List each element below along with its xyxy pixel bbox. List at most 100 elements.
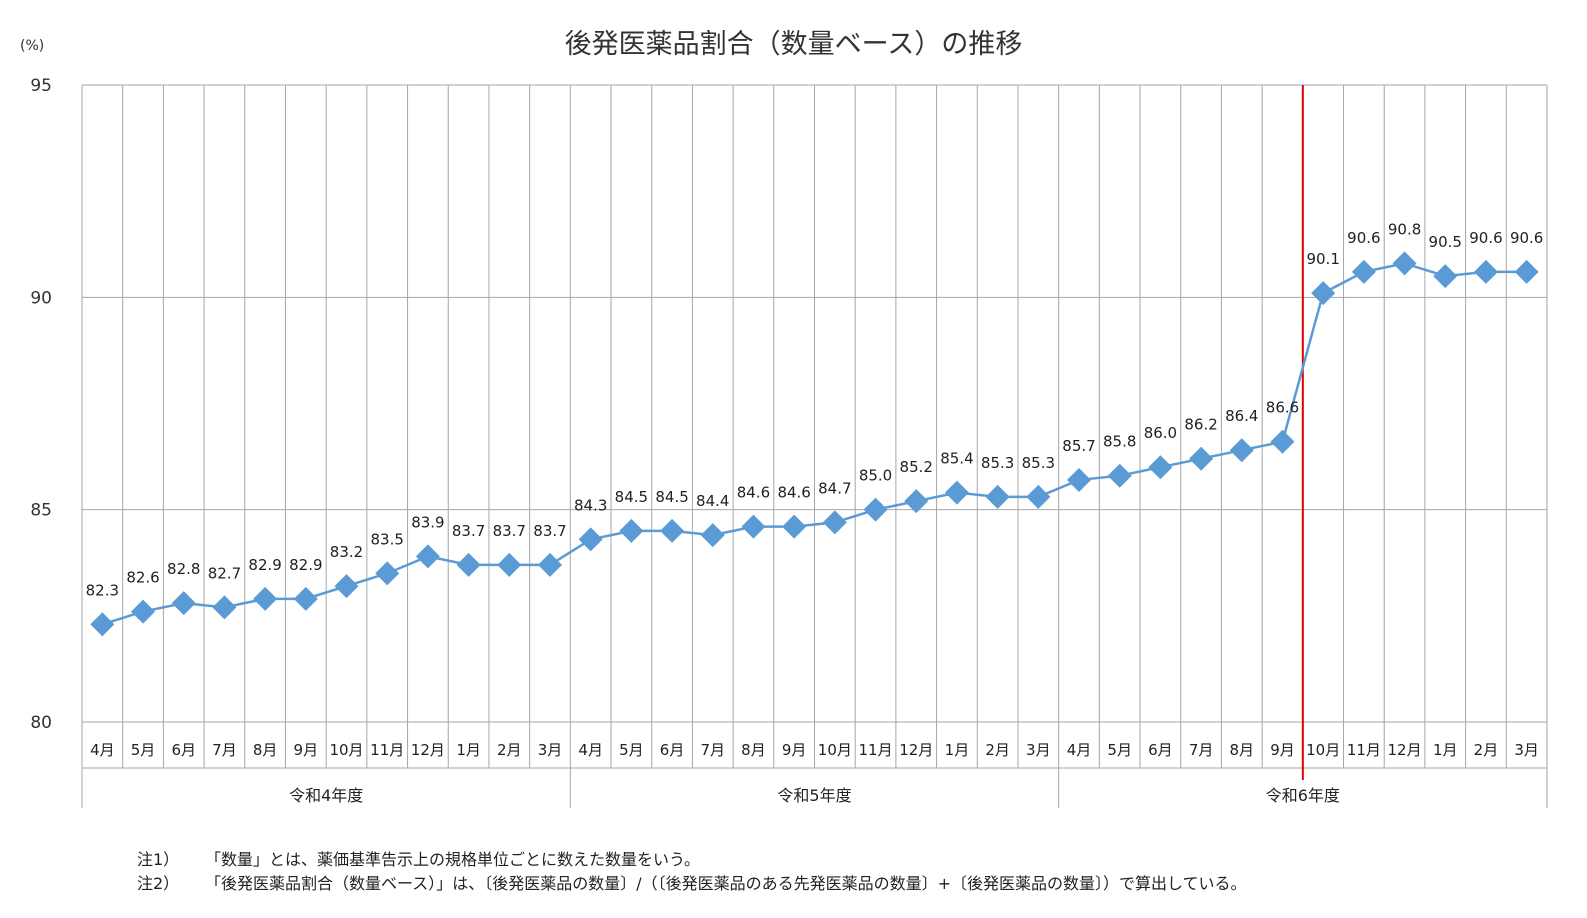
x-tick-label: 1月 <box>1433 741 1458 759</box>
data-label: 82.3 <box>86 581 119 599</box>
data-point-marker <box>1189 446 1214 471</box>
x-tick-label: 6月 <box>1148 741 1173 759</box>
data-label: 82.8 <box>167 560 200 578</box>
y-tick-label: 80 <box>30 713 52 733</box>
data-point-marker <box>131 599 156 624</box>
data-point-marker <box>334 574 359 599</box>
data-label: 90.8 <box>1388 220 1421 238</box>
x-tick-label: 3月 <box>1026 741 1051 759</box>
data-point-marker <box>904 489 929 514</box>
x-tick-label: 6月 <box>171 741 196 759</box>
data-point-marker <box>1026 484 1051 509</box>
data-point-marker <box>1229 438 1254 463</box>
x-tick-label: 10月 <box>818 741 852 759</box>
data-label: 84.4 <box>696 492 729 510</box>
x-tick-label: 11月 <box>370 741 404 759</box>
data-point-marker <box>1311 281 1336 306</box>
x-tick-label: 2月 <box>985 741 1010 759</box>
data-point-marker <box>537 552 562 577</box>
data-point-marker <box>1473 259 1498 284</box>
data-label: 90.6 <box>1347 229 1380 247</box>
group-label: 令和4年度 <box>289 786 363 805</box>
data-label: 86.6 <box>1266 399 1299 417</box>
data-label: 86.4 <box>1225 407 1258 425</box>
data-point-marker <box>578 527 603 552</box>
x-tick-label: 11月 <box>1347 741 1381 759</box>
data-label: 85.4 <box>940 450 973 468</box>
footnote-1: 注1） 「数量」とは、薬価基準告示上の規格単位ごとに数えた数量をいう。 <box>137 848 1247 872</box>
x-tick-label: 1月 <box>456 741 481 759</box>
data-label: 85.2 <box>900 458 933 476</box>
data-point-marker <box>90 612 115 637</box>
data-point-marker <box>293 586 318 611</box>
line-chart: 80 85 90 95 令和4年度 令和5年度 令和6年度 4月 5月 6月 7月 8月 9月 10月 11… <box>30 76 1548 808</box>
x-tick-label: 2月 <box>497 741 522 759</box>
data-point-marker <box>1270 429 1295 454</box>
data-point-marker <box>660 518 685 543</box>
footnote-2-label: 注2） <box>137 874 180 893</box>
data-label: 90.5 <box>1429 233 1462 251</box>
x-tick-label: 10月 <box>1306 741 1340 759</box>
data-point-marker <box>1148 455 1173 480</box>
data-point-marker <box>944 480 969 505</box>
data-point-marker <box>619 518 644 543</box>
x-tick-label: 9月 <box>1270 741 1295 759</box>
x-tick-label: 3月 <box>538 741 563 759</box>
footnote-1-label: 注1） <box>137 850 180 869</box>
data-point-marker <box>700 523 725 548</box>
data-label: 85.7 <box>1062 437 1095 455</box>
x-tick-label: 12月 <box>1388 741 1422 759</box>
data-point-marker <box>1433 264 1458 289</box>
data-point-marker <box>1514 259 1539 284</box>
data-label: 82.6 <box>126 569 159 587</box>
data-point-marker <box>822 510 847 535</box>
data-point-marker <box>497 552 522 577</box>
data-label: 83.7 <box>533 522 566 540</box>
data-point-marker <box>1107 463 1132 488</box>
data-point-marker <box>741 514 766 539</box>
data-label: 83.7 <box>452 522 485 540</box>
data-point-marker <box>375 561 400 586</box>
data-label: 82.9 <box>248 556 281 574</box>
x-tick-label: 5月 <box>619 741 644 759</box>
data-point-marker <box>863 497 888 522</box>
y-tick-label: 95 <box>30 76 52 96</box>
x-tick-label: 12月 <box>899 741 933 759</box>
x-tick-label: 4月 <box>578 741 603 759</box>
data-point-marker <box>171 591 196 616</box>
x-tick-label: 8月 <box>253 741 278 759</box>
x-tick-label: 5月 <box>131 741 156 759</box>
data-point-marker <box>415 544 440 569</box>
group-label: 令和5年度 <box>777 786 851 805</box>
x-tick-label: 5月 <box>1107 741 1132 759</box>
data-point-marker <box>1351 259 1376 284</box>
data-label: 84.5 <box>655 488 688 506</box>
data-label: 86.2 <box>1184 416 1217 434</box>
x-tick-label: 6月 <box>660 741 685 759</box>
data-label: 82.9 <box>289 556 322 574</box>
data-label: 83.7 <box>493 522 526 540</box>
data-label: 84.5 <box>615 488 648 506</box>
x-tick-label: 7月 <box>700 741 725 759</box>
data-label: 83.2 <box>330 543 363 561</box>
footnote-2: 注2） 「後発医薬品割合（数量ベース）」は、〔後発医薬品の数量〕/（〔後発医薬品の… <box>137 872 1247 896</box>
data-label: 90.6 <box>1510 229 1543 247</box>
x-tick-label: 12月 <box>411 741 445 759</box>
data-label: 85.8 <box>1103 433 1136 451</box>
data-point-marker <box>1067 467 1092 492</box>
data-label: 84.3 <box>574 496 607 514</box>
data-label: 83.5 <box>371 530 404 548</box>
data-label: 85.3 <box>981 454 1014 472</box>
x-tick-label: 4月 <box>1067 741 1092 759</box>
data-label: 82.7 <box>208 564 241 582</box>
x-tick-label: 4月 <box>90 741 115 759</box>
x-tick-label: 2月 <box>1474 741 1499 759</box>
data-label: 83.9 <box>411 513 444 531</box>
data-point-marker <box>212 595 237 620</box>
data-point-marker <box>782 514 807 539</box>
data-point-marker <box>1392 251 1417 276</box>
chart-title: 後発医薬品割合（数量ベース）の推移 <box>564 29 1023 60</box>
footnote-2-text: 「後発医薬品割合（数量ベース）」は、〔後発医薬品の数量〕/（〔後発医薬品のある先… <box>205 874 1247 893</box>
data-label: 90.1 <box>1306 250 1339 268</box>
x-tick-label: 3月 <box>1514 741 1539 759</box>
